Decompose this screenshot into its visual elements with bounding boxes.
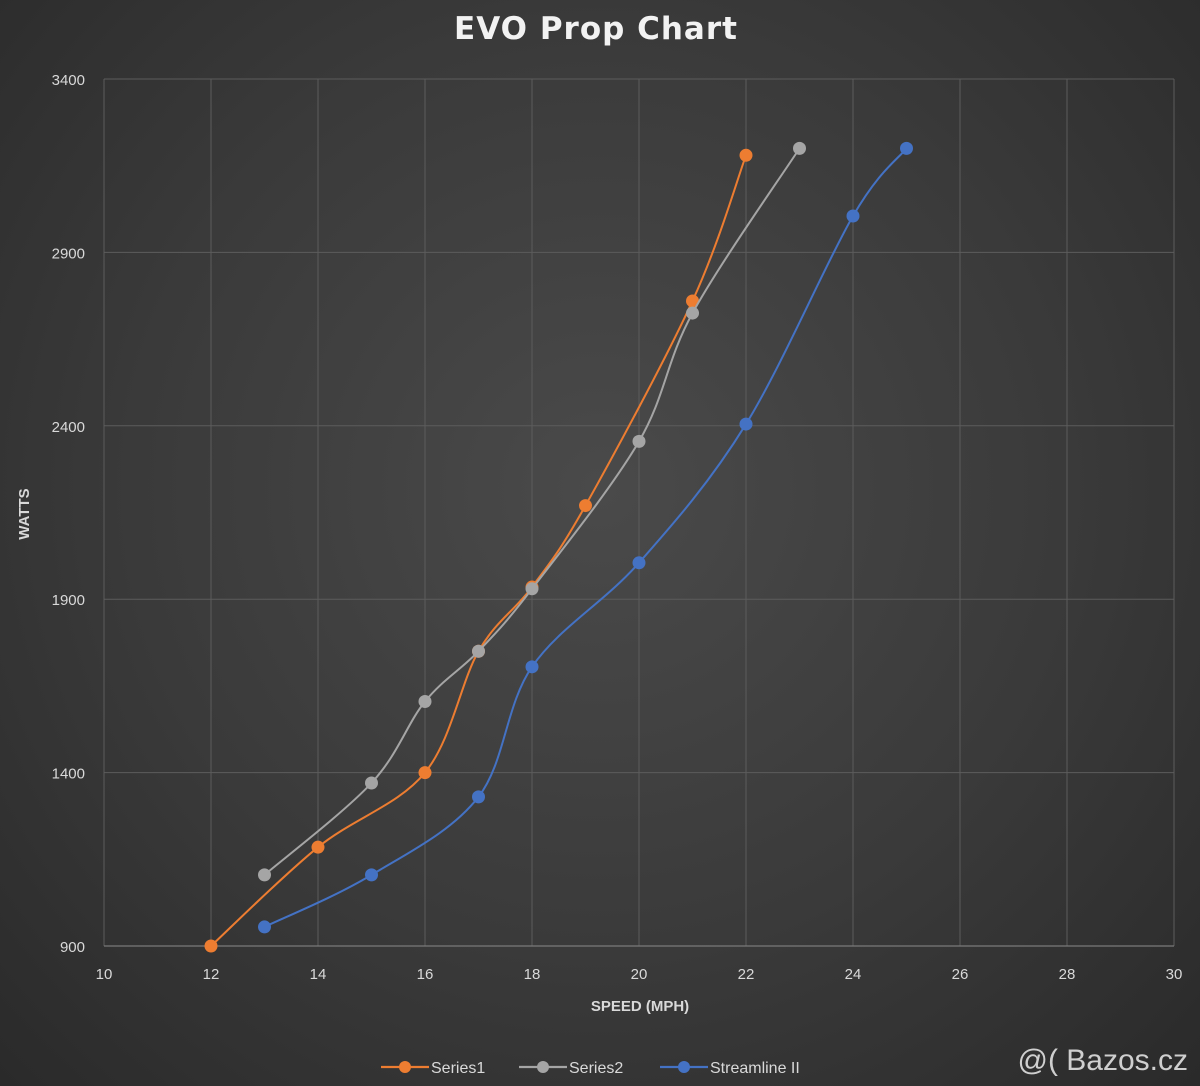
legend-label-streamline-ii: Streamline II [710,1060,800,1077]
data-point-series1 [739,148,753,162]
series-streamline-ii [258,141,913,934]
data-point-series2 [365,776,378,790]
x-tick-label: 24 [845,966,862,983]
chart-title: EVO Prop Chart [454,11,738,47]
x-tick-label: 28 [1059,966,1076,983]
y-axis-label: WATTS [16,488,33,539]
data-point-series2 [632,434,646,448]
data-point-streamline-ii [258,920,271,934]
data-point-series1 [418,766,432,780]
legend-label-series1: Series1 [431,1060,485,1077]
series-line-series1 [210,154,747,947]
data-point-series1 [686,294,699,308]
data-point-series2 [258,868,271,882]
x-tick-label: 18 [524,966,541,983]
data-point-series1 [579,499,592,513]
legend-item-series2: Series2 [519,1060,623,1077]
y-tick-label: 1900 [52,592,85,609]
data-point-series2 [472,644,485,658]
data-point-streamline-ii [632,556,646,570]
data-point-series2 [525,582,539,596]
y-tick-label: 2400 [52,419,85,436]
data-point-series2 [418,695,432,709]
y-tick-label: 2900 [52,245,85,262]
series-series2 [258,141,806,882]
axes: 10 12 14 16 18 20 22 24 26 28 30 900 1400 1900 2400 290… [52,72,1183,983]
data-point-streamline-ii [525,660,539,674]
data-point-series2 [793,141,806,155]
series-line-streamline-ii [264,147,908,928]
legend-label-series2: Series2 [569,1060,623,1077]
y-tick-label: 3400 [52,72,85,89]
data-point-streamline-ii [472,790,485,804]
legend-marker-series2 [537,1061,549,1073]
x-tick-label: 14 [310,966,327,983]
legend-item-series1: Series1 [381,1060,485,1077]
legend: Series1 Series2 Streamline II [381,1060,800,1077]
data-point-series1 [311,840,325,854]
legend-marker-series1 [399,1061,411,1073]
x-tick-label: 16 [417,966,434,983]
grid [103,78,1175,947]
x-tick-label: 10 [96,966,113,983]
data-point-streamline-ii [739,417,753,431]
x-tick-label: 30 [1166,966,1183,983]
legend-marker-streamline-ii [678,1061,690,1073]
data-point-streamline-ii [365,868,378,882]
x-tick-label: 26 [952,966,969,983]
data-point-series1 [204,939,218,953]
x-tick-label: 20 [631,966,648,983]
y-tick-label: 1400 [52,766,85,783]
y-tick-label: 900 [60,939,85,956]
watermark-text: @( Bazos.cz [1018,1044,1189,1077]
data-point-streamline-ii [900,141,913,155]
x-tick-label: 12 [203,966,220,983]
series-series1 [204,148,753,953]
series-lines [204,141,913,953]
legend-item-streamline-ii: Streamline II [660,1060,800,1077]
data-point-series2 [686,306,699,320]
data-point-streamline-ii [846,209,860,223]
x-tick-label: 22 [738,966,755,983]
x-axis-label: SPEED (MPH) [591,998,689,1015]
